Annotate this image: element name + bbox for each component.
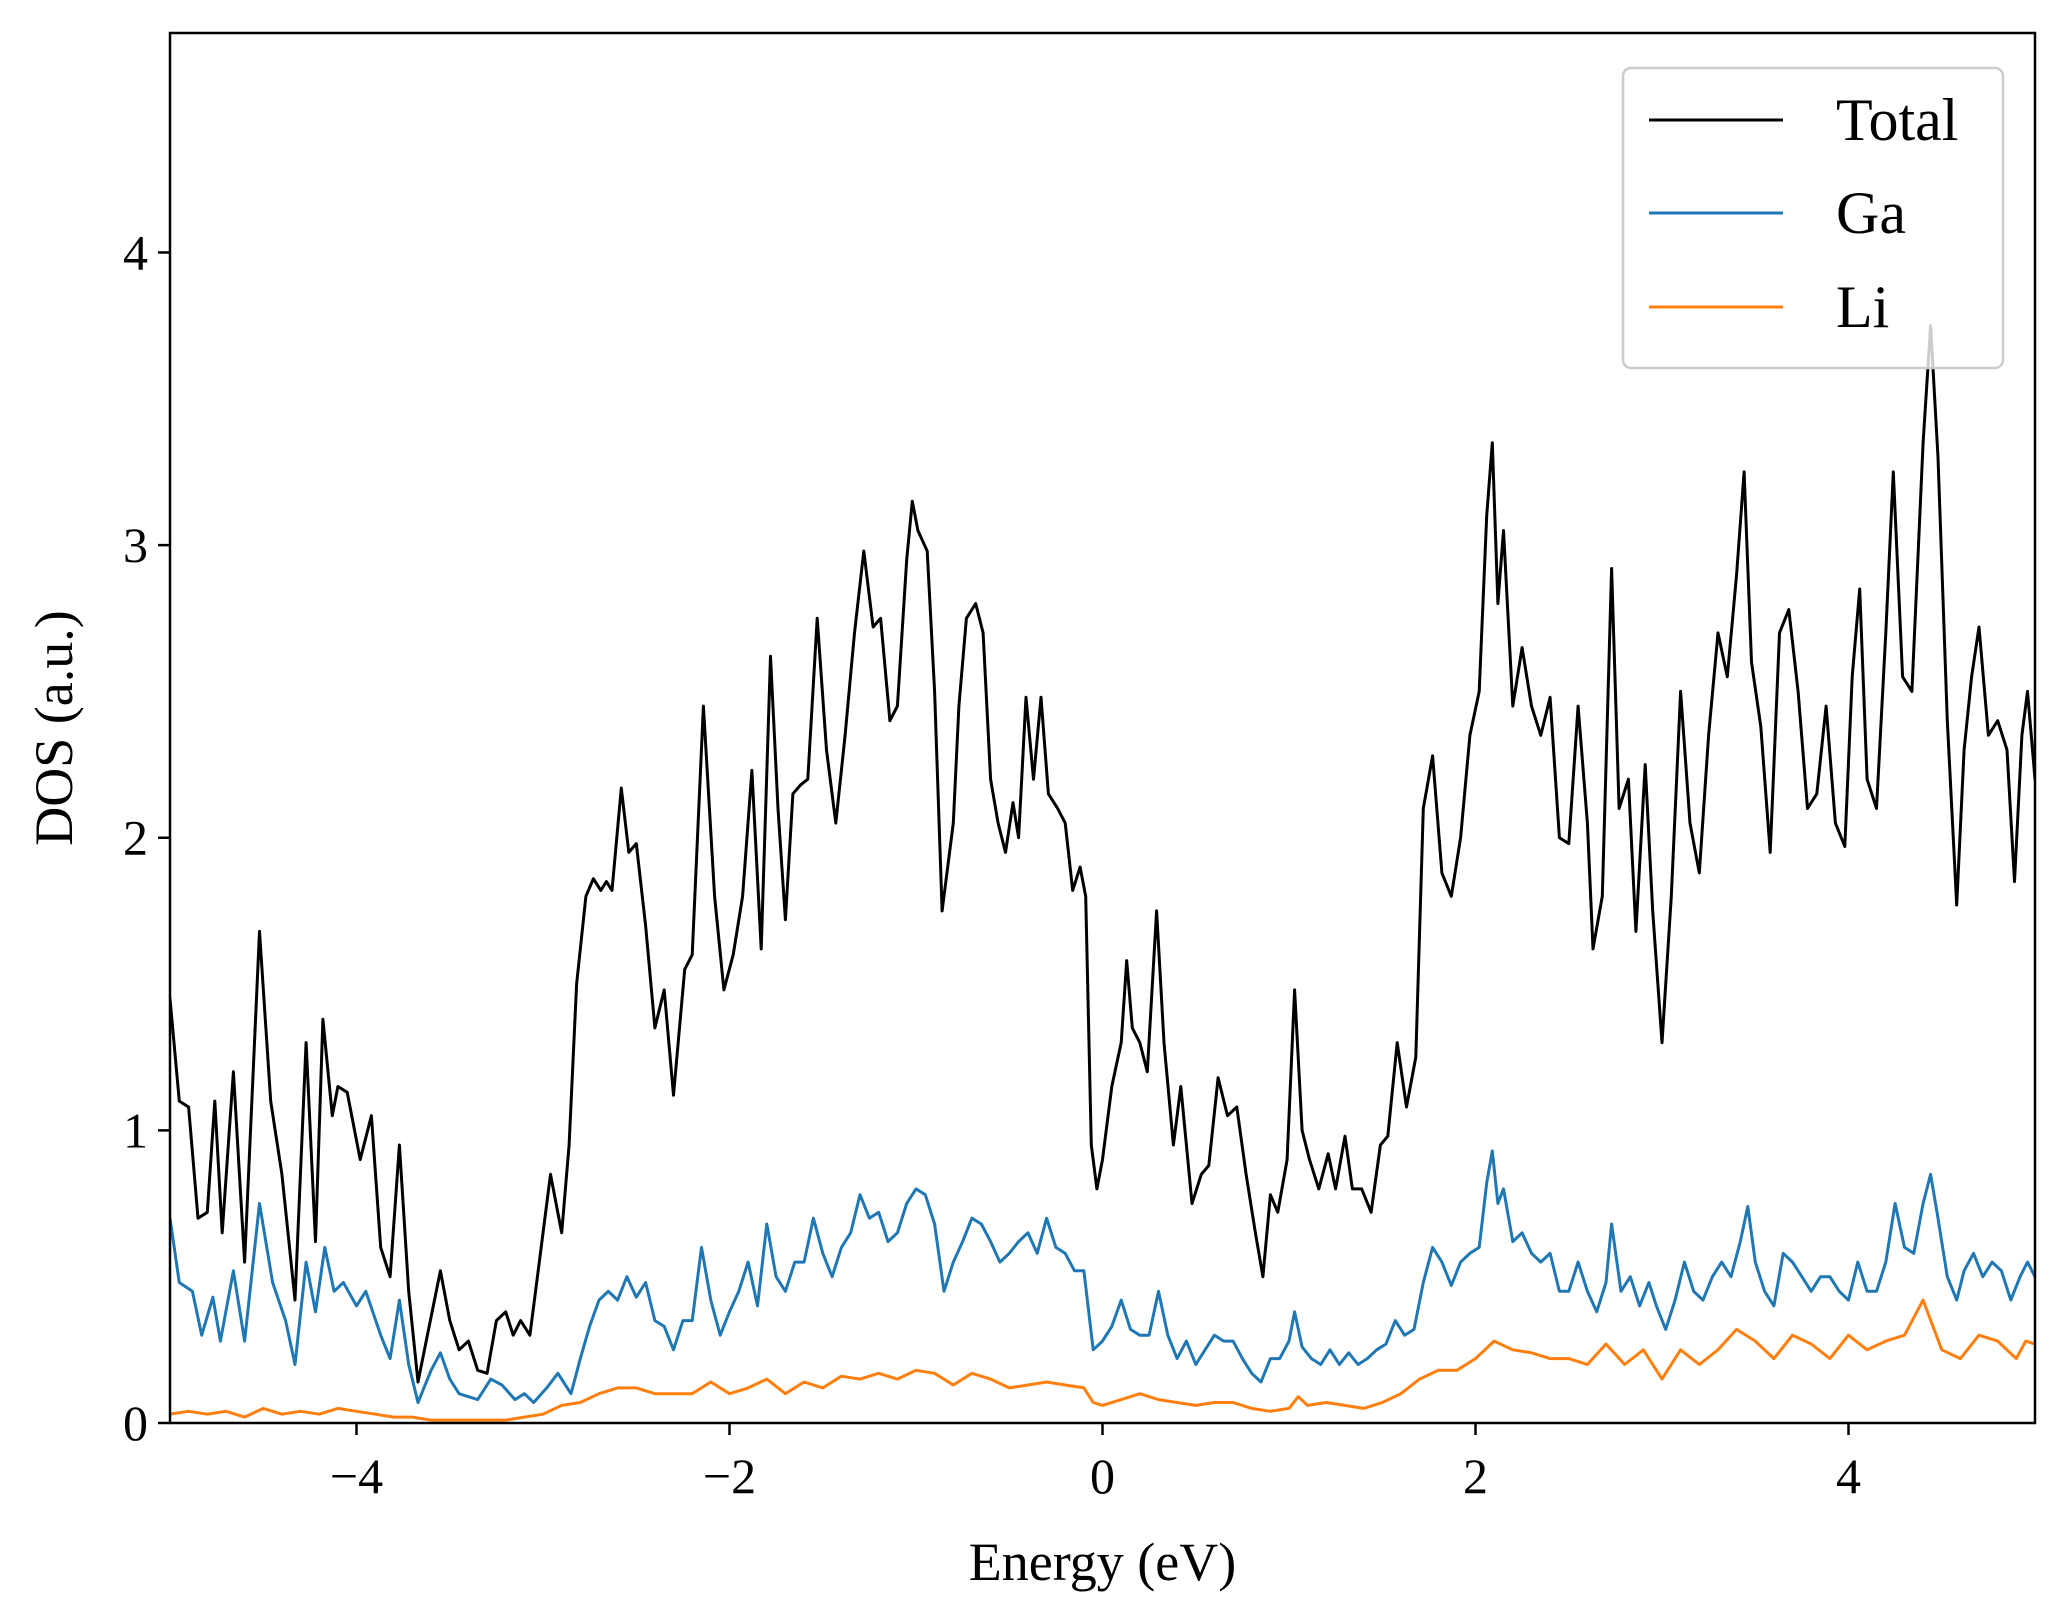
legend-label-ga: Ga (1836, 180, 1906, 246)
series-line-li (170, 1298, 2035, 1422)
y-tick-label: 0 (123, 1395, 148, 1451)
x-tick-label: −2 (703, 1448, 756, 1504)
legend-box (1621, 66, 2005, 370)
y-tick-label: 3 (123, 517, 148, 573)
y-axis-label: DOS (a.u.) (24, 610, 84, 845)
x-axis-ticks: −4 −2 0 2 4 (330, 1423, 1861, 1504)
series-line-total (170, 324, 2035, 1384)
legend: Total Ga Li (1621, 66, 2005, 370)
y-axis-ticks: 0 1 2 3 4 (123, 224, 170, 1451)
x-tick-label: 4 (1836, 1448, 1861, 1504)
series-layer (170, 324, 2035, 1422)
x-tick-label: 0 (1090, 1448, 1115, 1504)
x-tick-label: 2 (1463, 1448, 1488, 1504)
x-tick-label: −4 (330, 1448, 383, 1504)
y-tick-label: 4 (123, 224, 148, 280)
series-line-ga (170, 1149, 2035, 1404)
y-tick-label: 2 (123, 810, 148, 866)
legend-label-total: Total (1836, 87, 1958, 153)
legend-label-li: Li (1836, 274, 1889, 340)
x-axis-label: Energy (eV) (969, 1532, 1236, 1592)
y-tick-label: 1 (123, 1102, 148, 1158)
